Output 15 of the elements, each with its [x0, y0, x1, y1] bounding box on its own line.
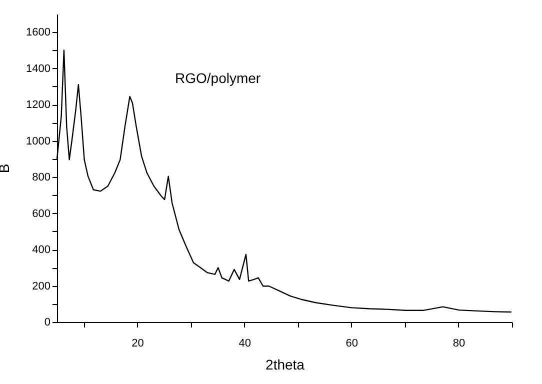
x-tick-label: 80 — [452, 338, 466, 350]
y-tick-label: 200 — [32, 280, 50, 292]
x-axis-title: 2theta — [266, 356, 305, 372]
y-tick-label: 1600 — [26, 26, 50, 39]
y-tick-label: 600 — [32, 208, 50, 220]
y-tick-label: 800 — [32, 172, 50, 184]
x-tick-label: 20 — [132, 338, 144, 350]
y-tick-label: 0 — [44, 316, 50, 328]
y-tick-label: 1400 — [26, 62, 50, 75]
x-tick-label: 60 — [346, 338, 358, 350]
x-tick-label: 40 — [238, 338, 251, 350]
y-tick-label: 1000 — [26, 135, 50, 148]
y-tick-label: 1200 — [26, 99, 50, 112]
annotation: RGO/polymer — [175, 70, 261, 86]
y-tick-label: 400 — [32, 244, 50, 256]
